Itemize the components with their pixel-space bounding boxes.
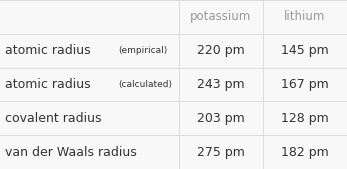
Text: 220 pm: 220 pm	[197, 44, 245, 57]
Text: atomic radius: atomic radius	[5, 44, 91, 57]
Text: covalent radius: covalent radius	[5, 112, 102, 125]
Text: 167 pm: 167 pm	[281, 78, 329, 91]
Text: 145 pm: 145 pm	[281, 44, 329, 57]
Text: 275 pm: 275 pm	[197, 146, 245, 159]
Text: 243 pm: 243 pm	[197, 78, 245, 91]
Text: van der Waals radius: van der Waals radius	[5, 146, 137, 159]
Text: (empirical): (empirical)	[118, 46, 168, 55]
Text: 203 pm: 203 pm	[197, 112, 245, 125]
Text: potassium: potassium	[190, 10, 252, 23]
Text: 128 pm: 128 pm	[281, 112, 329, 125]
Text: 182 pm: 182 pm	[281, 146, 329, 159]
Text: (calculated): (calculated)	[118, 80, 172, 89]
Text: lithium: lithium	[284, 10, 325, 23]
Text: atomic radius: atomic radius	[5, 78, 91, 91]
